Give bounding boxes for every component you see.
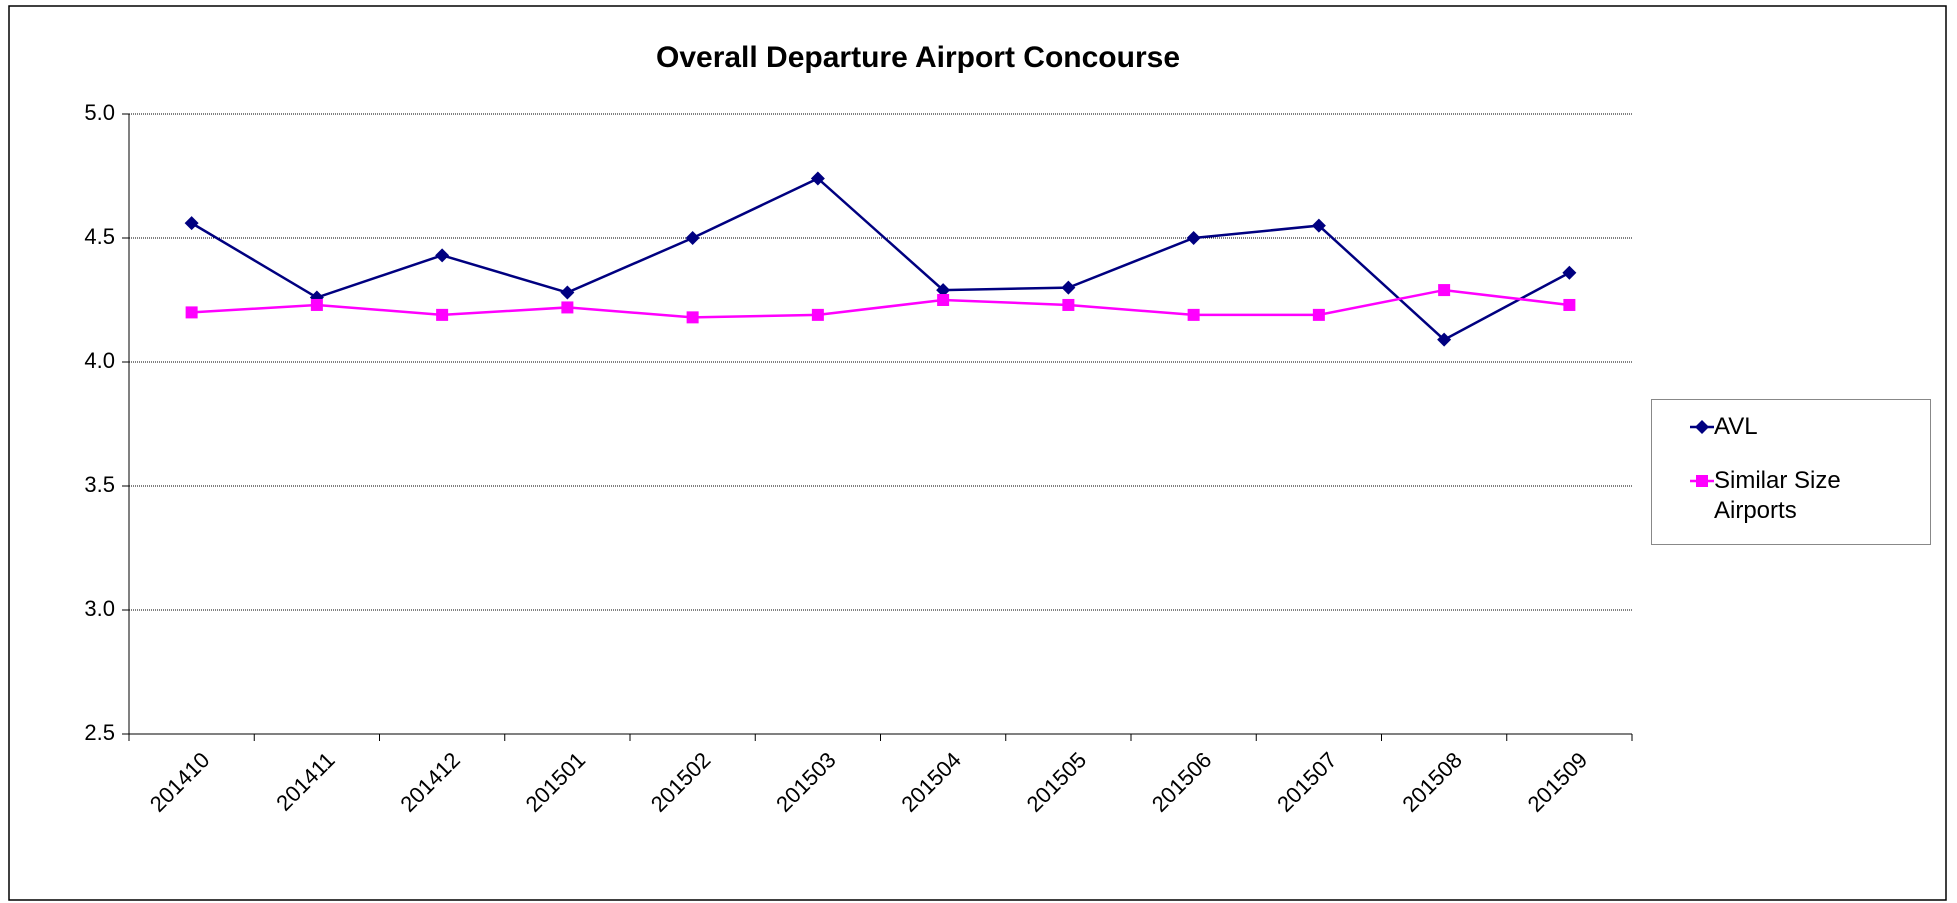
data-point — [1437, 332, 1452, 347]
data-point — [936, 283, 951, 298]
chart-title: Overall Departure Airport Concourse — [656, 41, 1180, 74]
chart-border — [8, 5, 1947, 901]
data-point — [686, 311, 699, 324]
data-point — [1187, 308, 1200, 321]
data-point — [435, 248, 450, 263]
data-point — [1061, 280, 1076, 295]
data-point — [436, 308, 449, 321]
data-point — [560, 285, 575, 300]
data-point — [1438, 284, 1451, 297]
y-tick-label: 4.0 — [84, 348, 115, 373]
y-tick-label: 5.0 — [84, 100, 115, 125]
legend-marker — [1695, 420, 1709, 434]
series-line — [190, 176, 1570, 342]
data-point — [310, 298, 323, 311]
legend-marker — [1696, 475, 1708, 487]
data-point — [1562, 265, 1577, 280]
legend-label: AVL — [1714, 413, 1758, 440]
y-tick-label: 3.5 — [84, 472, 115, 497]
y-tick-label: 3.0 — [84, 596, 115, 621]
data-point — [1062, 298, 1075, 311]
data-point — [185, 306, 198, 319]
data-point — [1563, 298, 1576, 311]
data-point — [1311, 218, 1326, 233]
y-tick-label: 2.5 — [84, 720, 115, 745]
series-line — [191, 288, 1570, 319]
legend-label: Similar Size Airports — [1714, 467, 1841, 524]
legend: AVL Similar Size Airports — [1651, 399, 1931, 545]
data-point — [1186, 231, 1201, 245]
legend-swatch — [1690, 475, 1714, 487]
legend-swatch — [1690, 420, 1714, 434]
data-point — [810, 171, 825, 186]
data-point — [937, 294, 950, 306]
data-point — [561, 301, 574, 314]
legend-item: Similar Size Airports — [1652, 466, 1884, 526]
legend-item: AVL — [1652, 412, 1884, 442]
data-point — [1312, 308, 1325, 321]
data-point — [184, 216, 199, 231]
data-point — [811, 308, 824, 321]
y-tick-label: 4.5 — [84, 224, 115, 249]
data-point — [685, 231, 700, 245]
